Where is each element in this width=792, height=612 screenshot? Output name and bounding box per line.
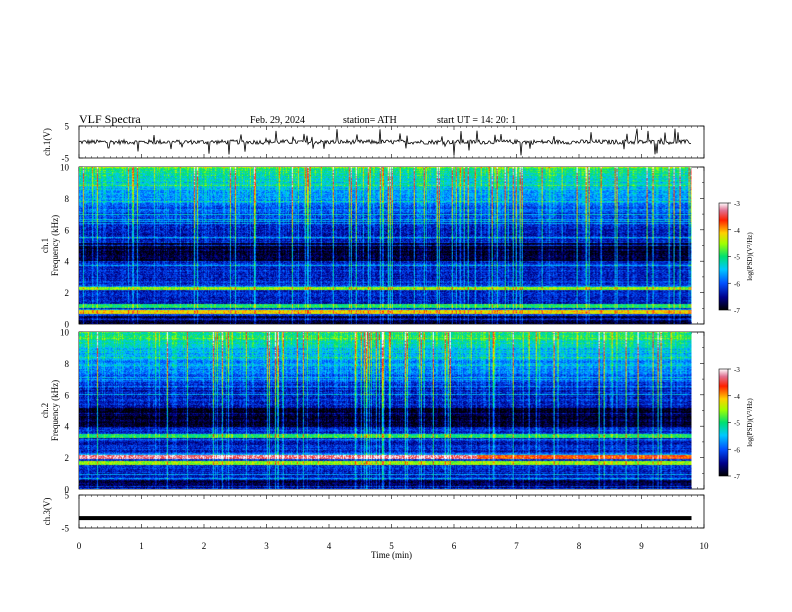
x-tick-label: 8 [577, 541, 582, 551]
y-tick-label: 5 [65, 491, 70, 501]
x-tick-label: 0 [77, 541, 82, 551]
ch1-spectrogram-image [79, 167, 692, 324]
ch1-waveform-line [78, 128, 692, 156]
ch3-waveform-panel [79, 516, 692, 521]
x-tick-label: 6 [452, 541, 457, 551]
y-axis-label: Frequency (kHz) [50, 380, 60, 441]
x-tick-label: 1 [139, 541, 144, 551]
y-tick-label: 4 [65, 422, 70, 432]
colorbar-tick-label: -3 [734, 200, 740, 208]
y-tick-label: 6 [65, 390, 70, 400]
y-tick-label: 6 [65, 225, 70, 235]
figure-title: VLF Spectra [79, 112, 141, 126]
y-tick-label: 2 [65, 288, 70, 298]
x-tick-label: 9 [639, 541, 644, 551]
colorbar-tick-label: -7 [734, 473, 740, 481]
y-tick-label: 10 [60, 163, 70, 173]
colorbar-tick-label: -6 [734, 446, 740, 454]
y-axis-label: ch.1(V) [42, 128, 52, 156]
colorbar-tick-label: -7 [734, 307, 740, 315]
y-axis-label: ch.3(V) [42, 498, 52, 526]
y-tick-label: -5 [62, 154, 70, 164]
x-tick-label: 2 [202, 541, 207, 551]
y-tick-label: 8 [65, 359, 70, 369]
y-tick-label: 0 [65, 485, 70, 495]
station-label: station= ATH [343, 115, 397, 126]
y-tick-label: 0 [65, 320, 70, 330]
y-tick-label: 8 [65, 194, 70, 204]
y-axis-label: Frequency (kHz) [50, 215, 60, 276]
x-tick-label: 3 [264, 541, 269, 551]
ch2-spectrogram-image [79, 332, 692, 489]
ch1-spectrogram-panel [79, 167, 692, 324]
y-tick-label: 4 [65, 257, 70, 267]
x-tick-label: 7 [514, 541, 519, 551]
x-tick-label: 4 [327, 541, 332, 551]
x-tick-label: 5 [389, 541, 394, 551]
y-tick-label: 5 [65, 122, 70, 132]
colorbar-label: log(PSD)(V²/Hz) [746, 398, 754, 447]
ch3-waveform-line [79, 516, 692, 521]
y-tick-label: 2 [65, 453, 70, 463]
y-axis-label: ch.2 [40, 403, 50, 418]
colorbar-tick-label: -5 [734, 420, 740, 428]
date-label: Feb. 29, 2024 [250, 115, 305, 126]
x-tick-label: 10 [700, 541, 710, 551]
colorbar-tick-label: -5 [734, 254, 740, 262]
x-axis-label: Time (min) [371, 550, 412, 560]
y-tick-label: -5 [62, 524, 70, 534]
ch1-waveform-panel [78, 128, 692, 156]
colorbar-tick-label: -6 [734, 280, 740, 288]
ch2-colorbar [718, 368, 729, 477]
ch1-colorbar [718, 202, 729, 311]
start-ut-label: start UT = 14: 20: 1 [437, 115, 517, 126]
y-tick-label: 10 [60, 328, 70, 338]
colorbar-tick-label: -3 [734, 366, 740, 374]
panel-frame [78, 494, 705, 529]
colorbar-label: log(PSD)(V²/Hz) [746, 232, 754, 281]
y-axis-label: ch.1 [40, 238, 50, 253]
colorbar-tick-label: -4 [734, 227, 740, 235]
ch2-spectrogram-panel [79, 332, 692, 489]
colorbar-tick-label: -4 [734, 393, 740, 401]
